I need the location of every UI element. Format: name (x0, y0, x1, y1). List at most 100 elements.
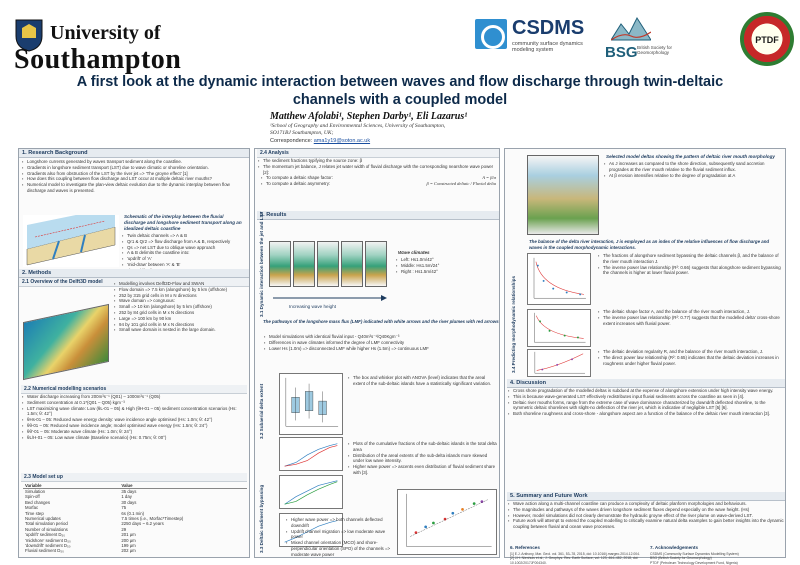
table-header: Variable (23, 483, 120, 489)
scenario-item: Water discharge increasing from 200m³s⁻¹… (21, 394, 247, 400)
bypass-note: Mixed channel orientation (MCO) and shor… (285, 540, 395, 557)
model-bullet: Flow domain => 7.5 km (alongshore) by 5 … (113, 287, 249, 293)
background-bullet: Numerical model to investigate the plan-… (21, 182, 247, 194)
schematic-caption: Schematic of the interplay between the f… (124, 214, 242, 231)
references-heading: 6. References (510, 545, 540, 550)
shape-equation-row: To compute a deltaic shape factor: A = β… (257, 175, 499, 181)
schematic-bullet: Twin deltaic channels => A & B (121, 233, 247, 239)
section-3-3-label: 3.3 Deltaic sediment bypassing (259, 484, 264, 553)
delta-schematic-figure (23, 215, 119, 267)
table-row: Time step 6s (0.1 min) (23, 511, 247, 516)
summary-heading: 5. Summary and Future Work (507, 492, 785, 501)
wave-climate-legend: Wave climates Left: Hs1.0m/42° Middle: H… (395, 249, 495, 274)
discussion-heading: 4. Discussion (507, 379, 785, 388)
table-row: Morfac 75 (23, 505, 247, 510)
left-column: 1. Research Background Longshore current… (18, 148, 250, 558)
table-row: Simulation 35 days (23, 489, 247, 495)
section-3-1-label: 3.1 Dynamic interaction between the jet … (259, 211, 264, 317)
table-cell: 'updrift' sediment D₅₀ (25, 532, 66, 538)
bsg-tagline: British Society for Geomorphology (637, 45, 673, 55)
legend-heading: Wave climates (398, 250, 430, 255)
map-tile (365, 241, 387, 287)
summary-list: Wave action along a multi-channel coastl… (507, 501, 785, 530)
roughness-chart (527, 349, 591, 377)
table-cell: 2250 days ~ 6.2 years (121, 521, 164, 527)
table-cell: Bed changes (25, 499, 51, 505)
right-column: Selected model deltas showing the patter… (504, 148, 786, 565)
table-header: Value (119, 483, 247, 489)
scenarios-section: 2.2 Numerical modelling scenarios Water … (21, 385, 247, 440)
shape-factor-equation: A = β/α (482, 175, 496, 181)
table-cell: 30 days (121, 499, 137, 505)
bypass-note: Updrift channel migration => low moderat… (285, 529, 395, 541)
scenario-item: Sediment concentration at 0.1*(Q01 – Q05… (21, 400, 247, 406)
middle-column: 2.4 Analysis The sediment fractions typi… (254, 148, 500, 558)
acknowledgement-item: CSDMS (Community Surface Dynamics Modell… (650, 552, 739, 556)
table-row: Fluvial sediment D₅₀ 202 μm (23, 548, 247, 553)
results-heading: 3. Results (257, 211, 499, 220)
correspondence-label: Correspondence: (270, 138, 313, 144)
table-cell: Simulation (25, 489, 46, 494)
csdms-name: CSDMS (512, 17, 585, 39)
schematic-notes: Schematic of the interplay between the f… (121, 213, 247, 274)
background-bullet: Longshore currents generated by waves tr… (21, 159, 247, 165)
scenario-item: θHs-01 – 05: Reduced wave energy density… (21, 417, 247, 423)
schematic-bullets: Twin deltaic channels => A & BQr1 & Qr2 … (121, 233, 247, 274)
ptdf-seal-icon: PTDF (755, 35, 779, 45)
analysis-line: The momentum jet balance, J relates jet … (257, 164, 499, 176)
analysis-line: To compute a deltaic asymmetry: (260, 181, 330, 187)
results-section: 3. Results (257, 211, 499, 220)
shape-relationship-notes: The deltaic shape factor A, and the bala… (597, 309, 783, 326)
university-name-line1: University of (50, 22, 161, 44)
fraction-note: Higher wave power => ascents even distri… (347, 464, 497, 476)
table-cell: Spin-off (25, 494, 40, 500)
bsg-logo: BSG British Society for Geomorphology (605, 14, 695, 64)
table-row: 'updrift' sediment D₅₀ 201 μm (23, 532, 247, 537)
schematic-bullet: 'updrift' of 'A' (121, 256, 247, 262)
analysis-line: The sediment fractions typifying the sou… (257, 158, 499, 164)
acknowledgement-item: PTDF (Petroleum Technology Development F… (650, 560, 738, 565)
roughness-relationship-notes: The deltaic deviation regularity R, and … (597, 349, 783, 366)
table-row: Bed changes 30 days (23, 500, 247, 505)
map-tile (293, 241, 315, 287)
table-row: Spin-off 1 day (23, 494, 247, 499)
acknowledgement-list: CSDMS (Community Surface Dynamics Modell… (647, 552, 783, 565)
acknowledgements-section: 7. Acknowledgements CSDMS (Community Sur… (647, 544, 783, 565)
cumulative-chart (279, 475, 343, 509)
analysis-section: 2.4 Analysis The sediment fractions typi… (257, 149, 499, 187)
result-bullet: Lower Hs (1.0m) => disconnected LMF whil… (263, 346, 499, 352)
authors: Matthew Afolabi¹, Stephen Darby¹, Eli La… (270, 111, 468, 122)
summary-item: Wave action along a multi-channel coastl… (507, 501, 785, 507)
university-name-line2: Southampton (14, 44, 182, 75)
discussion-item: This is because wave-generated LST effec… (507, 394, 785, 400)
model-bullet: 252 by 84 grid cells in M x N directions (113, 310, 249, 316)
morphology-notes: Selected model deltas showing the patter… (603, 153, 785, 178)
summary-item: However, model simulations did not clear… (507, 513, 785, 519)
scenario-list: Water discharge increasing from 200m³s⁻¹… (21, 394, 247, 440)
scenario-item: θθ-01 – 05: Reduced wave incidence angle… (21, 423, 247, 429)
ptdf-name: PTDF (755, 35, 779, 45)
affiliation-line1: ¹School of Geography and Environmental S… (270, 123, 446, 129)
table-row: 'midshore' sediment D₅₀ 200 μm (23, 538, 247, 543)
table-cell: 'midshore' sediment D₅₀ (25, 537, 71, 543)
background-bullets: Longshore currents generated by waves tr… (19, 158, 249, 195)
map-tile (317, 241, 339, 287)
poster-title-line2: channels with a coupled model (292, 92, 508, 108)
table-cell: 7.5 times (i.e., Morfac*Timestep) (121, 516, 184, 522)
affiliation: ¹School of Geography and Environmental S… (270, 123, 445, 137)
background-bullet: How does this coupling between flow disc… (21, 176, 247, 182)
email-link[interactable]: ama1y19@soton.ac.uk (313, 138, 371, 144)
bypass-scatter-chart (397, 489, 497, 555)
scenario-item: LST maximizing wave climate: Low (θL-01 … (21, 406, 247, 418)
table-cell: Morfac (25, 505, 39, 511)
university-logo: University of Southampton (14, 18, 189, 75)
legend-item: Left: Hs1.0m/42° (395, 257, 495, 263)
model-bullet: 94 by 101 grid cells in M x N directions (113, 322, 249, 328)
discussion-item: Deltaic river mouths forms, range from t… (507, 400, 785, 412)
table-cell: 6s (0.1 min) (121, 510, 145, 516)
schematic-bullet: 'mid-draw' between 'A' & 'B' (121, 262, 247, 268)
fraction-note: Distribution of the areal extents of the… (347, 453, 497, 465)
relationship-note: The fractions of alongshore sediment byp… (597, 253, 783, 265)
setup-section: 2.3 Model set up (21, 473, 247, 482)
table-cell: 'downdrift' sediment D₅₀ (25, 543, 71, 549)
